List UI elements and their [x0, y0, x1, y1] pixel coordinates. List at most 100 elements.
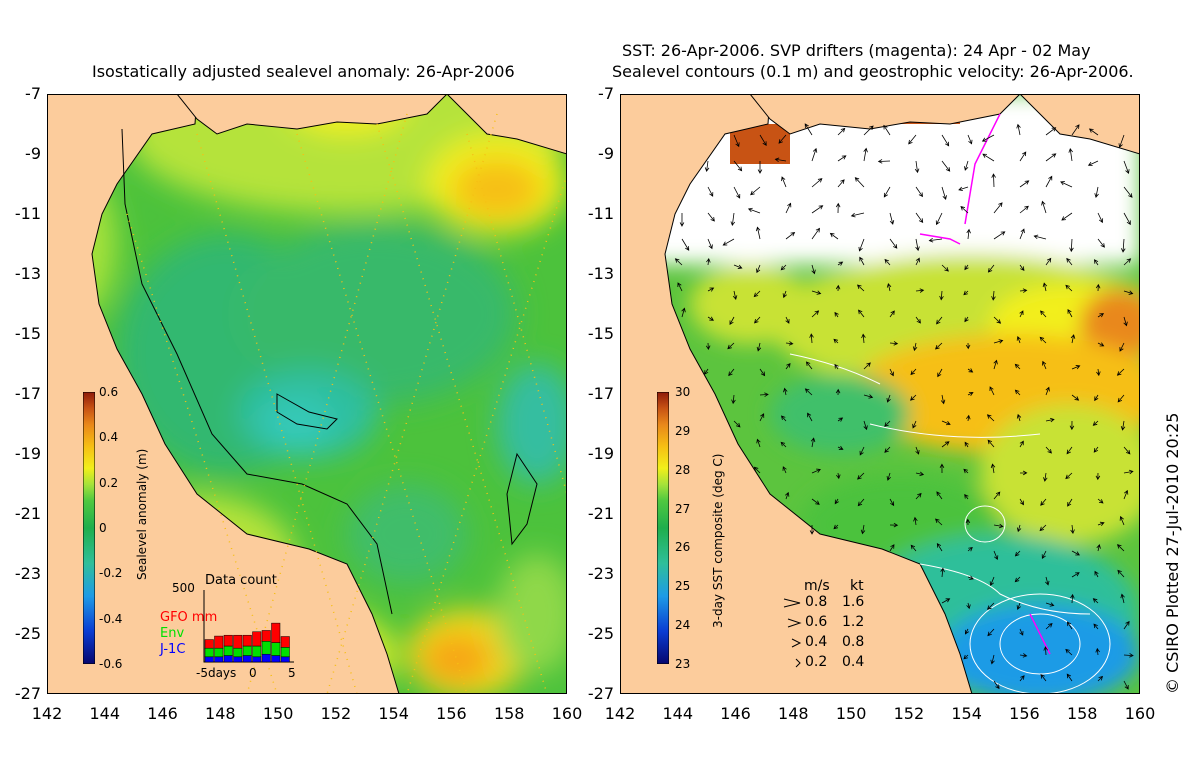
velocity-arrow — [991, 173, 996, 188]
velocity-arrow — [727, 342, 735, 350]
colorbar-tick-label: 24 — [675, 618, 691, 633]
velocity-arrow — [783, 387, 788, 396]
velocity-arrow — [1014, 576, 1021, 583]
velocity-unit-kt: kt — [850, 578, 864, 594]
velocity-arrow — [728, 368, 735, 377]
velocity-arrow — [1096, 368, 1101, 377]
velocity-arrow — [1095, 472, 1101, 481]
velocity-arrow — [834, 498, 839, 505]
velocity-arrow — [1095, 283, 1101, 292]
velocity-arrow — [733, 186, 741, 199]
velocity-arrow — [1019, 440, 1024, 448]
velocity-arrow — [1043, 646, 1048, 656]
velocity-arrow — [1045, 417, 1055, 423]
velocity-arrow — [1071, 124, 1080, 136]
velocity-arrow — [990, 654, 995, 665]
velocity-arrow — [964, 160, 969, 171]
velocity-value-ms: 0.4 — [805, 634, 828, 650]
velocity-arrow — [774, 157, 787, 163]
velocity-arrow — [785, 341, 794, 346]
velocity-arrow — [785, 231, 796, 240]
velocity-arrow — [941, 186, 947, 200]
lat-tick-label: -17 — [587, 384, 614, 403]
velocity-scale-arrow — [787, 618, 802, 628]
velocity-arrow — [811, 290, 822, 295]
lat-tick-label: -9 — [25, 144, 41, 163]
velocity-arrow — [1040, 310, 1047, 318]
velocity-arrow — [889, 544, 895, 552]
velocity-arrow — [1040, 498, 1047, 506]
velocity-arrow — [1061, 212, 1073, 221]
velocity-arrow — [987, 264, 995, 273]
right-map-title-line1: SST: 26-Apr-2006. SVP drifters (magenta)… — [622, 41, 1091, 60]
velocity-arrow — [837, 155, 847, 162]
velocity-arrow — [781, 176, 787, 188]
velocity-arrow — [1014, 363, 1021, 370]
velocity-arrow — [889, 341, 899, 346]
colorbar-tick-label: 27 — [675, 501, 691, 516]
velocity-arrow — [915, 257, 920, 266]
velocity-arrow — [1097, 238, 1105, 248]
sealevel-colorbar — [83, 392, 95, 664]
data-count-bar-gfo — [204, 639, 214, 649]
velocity-arrow — [804, 388, 813, 396]
velocity-arrow — [939, 290, 944, 301]
velocity-arrow — [910, 544, 917, 552]
velocity-arrow — [914, 160, 920, 174]
velocity-arrow — [836, 472, 841, 480]
velocity-arrow — [934, 518, 943, 526]
velocity-arrow — [780, 441, 787, 448]
velocity-arrow — [1094, 394, 1099, 402]
velocity-arrow — [811, 468, 821, 474]
velocity-arrow — [940, 567, 945, 578]
new-britain-landmass — [1019, 94, 1140, 155]
velocity-arrow — [1070, 524, 1075, 535]
velocity-arrow — [965, 518, 971, 526]
lat-tick-label: -11 — [14, 204, 41, 223]
velocity-arrow — [936, 542, 943, 552]
velocity-arrow — [1071, 550, 1080, 556]
velocity-arrow — [1116, 368, 1125, 376]
velocity-arrow — [1123, 212, 1131, 226]
map-frame — [620, 94, 1140, 694]
velocity-arrow — [863, 420, 868, 431]
lat-tick-label: -15 — [14, 324, 41, 343]
velocity-arrow — [1094, 186, 1099, 198]
velocity-arrow — [759, 368, 766, 377]
velocity-arrow — [915, 238, 920, 252]
colorbar-tick-label: 0.2 — [99, 475, 119, 490]
velocity-arrow — [837, 261, 844, 266]
velocity-arrow — [780, 264, 787, 271]
lat-tick-label: -7 — [598, 84, 614, 103]
data-count-x-label-start: -5days — [196, 666, 237, 680]
lon-tick-label: 150 — [262, 704, 294, 723]
lon-tick-label: 156 — [1009, 704, 1040, 723]
lat-tick-label: -23 — [587, 564, 614, 583]
velocity-arrow — [785, 491, 790, 500]
velocity-arrow — [889, 522, 899, 528]
velocity-arrow — [886, 472, 891, 481]
velocity-arrow — [1066, 621, 1073, 630]
svp-drifter-tracks — [919, 113, 1051, 655]
velocity-arrow — [834, 311, 839, 318]
velocity-arrow — [967, 134, 973, 145]
velocity-arrow — [1039, 336, 1047, 344]
velocity-arrow — [863, 125, 874, 136]
velocity-arrow — [889, 498, 895, 507]
velocity-arrow — [785, 362, 791, 370]
velocity-arrow — [941, 160, 951, 172]
velocity-arrow — [829, 232, 839, 240]
velocity-arrow — [940, 394, 946, 405]
sst-map — [620, 94, 1140, 694]
velocity-arrow — [1092, 420, 1099, 426]
velocity-arrow — [1123, 290, 1134, 295]
velocity-arrow — [935, 342, 943, 350]
velocity-arrow — [1068, 148, 1073, 162]
velocity-arrow — [1019, 310, 1024, 318]
velocity-arrow — [1123, 446, 1131, 455]
velocity-arrow — [1066, 257, 1073, 266]
data-count-bar-env — [204, 647, 214, 658]
velocity-arrow — [704, 368, 709, 375]
velocity-arrow — [674, 258, 683, 266]
data-count-bar-gfo — [242, 634, 252, 647]
